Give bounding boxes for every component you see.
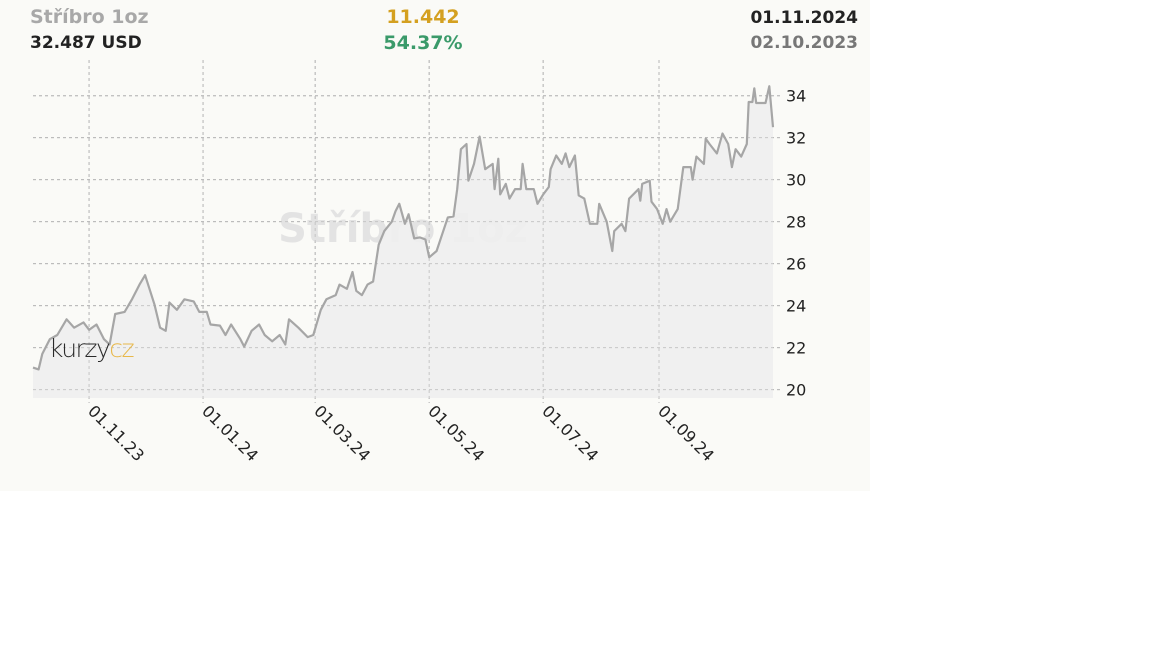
price-change: 11.442: [386, 6, 460, 28]
y-tick-label: 24: [786, 297, 806, 316]
y-tick-label: 34: [786, 87, 806, 106]
y-tick-label: 26: [786, 255, 806, 274]
x-tick-label: 01.09.24: [654, 401, 718, 465]
y-tick-label: 32: [786, 129, 806, 148]
logo-cz: cz: [109, 334, 134, 363]
x-axis: 01.11.23 01.01.24 01.03.24 01.05.24 01.07.24…: [84, 401, 718, 465]
x-tick-label: 01.01.24: [198, 401, 262, 465]
x-tick-label: 01.05.24: [424, 401, 488, 465]
x-tick-label: 01.07.24: [538, 401, 602, 465]
x-tick-label: 01.03.24: [310, 401, 374, 465]
y-tick-label: 30: [786, 171, 806, 190]
end-date: 01.11.2024: [750, 8, 858, 28]
logo-kurzy: kurzy: [49, 334, 110, 363]
price-line: [32, 85, 775, 371]
current-price: 32.487 USD: [30, 33, 142, 53]
grid-front: [33, 60, 781, 403]
logo: kurzycz: [49, 334, 134, 363]
price-area: [33, 86, 773, 398]
x-tick-label: 01.11.23: [84, 401, 148, 465]
y-tick-label: 20: [786, 381, 806, 400]
y-axis: 20 22 24 26 28 30 32 34: [786, 87, 806, 400]
price-change-percent: 54.37%: [383, 32, 463, 54]
start-date: 02.10.2023: [750, 33, 858, 53]
y-tick-label: 28: [786, 213, 806, 232]
y-tick-label: 22: [786, 339, 806, 358]
instrument-title: Stříbro 1oz: [30, 6, 149, 28]
